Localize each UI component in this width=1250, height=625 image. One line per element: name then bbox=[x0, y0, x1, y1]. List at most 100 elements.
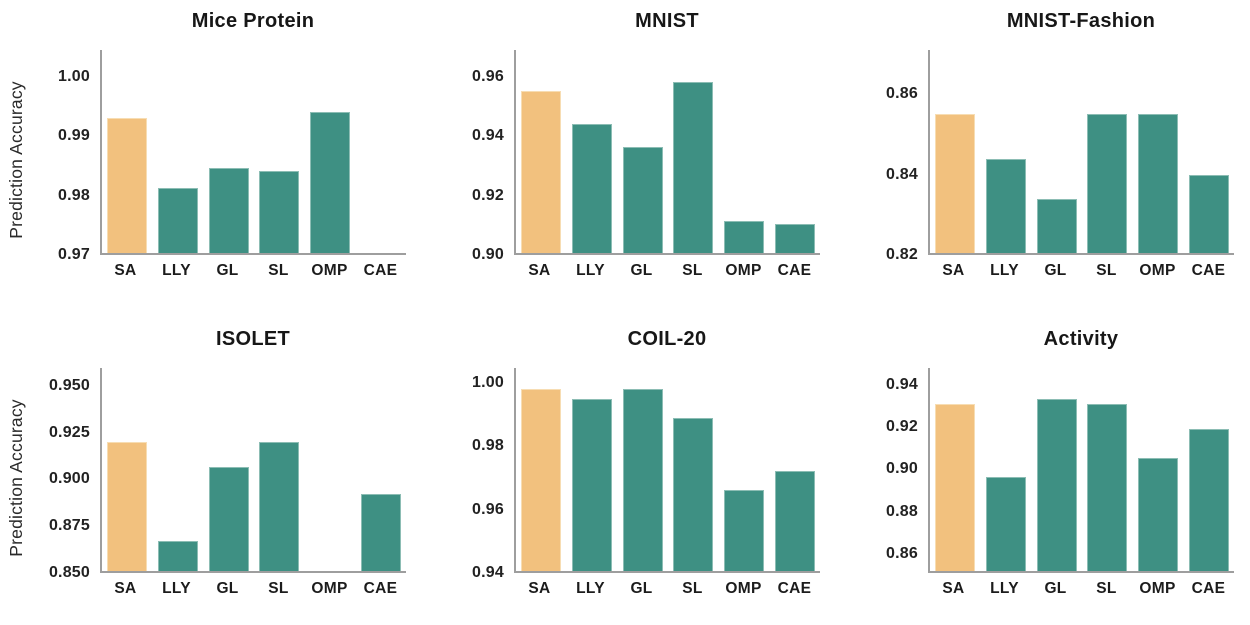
plot-row: 0.82 0.84 0.86 bbox=[864, 50, 1234, 263]
x-tick-label: SL bbox=[682, 262, 703, 279]
y-axis: 0.850 0.875 0.900 0.925 0.950 bbox=[36, 368, 100, 580]
y-tick-label: 0.92 bbox=[886, 418, 918, 436]
chart-title: MNIST-Fashion bbox=[1006, 10, 1156, 32]
x-tick-label: SA bbox=[114, 262, 137, 279]
y-axis: 0.97 0.98 0.99 1.00 bbox=[36, 50, 100, 262]
bar-slot bbox=[668, 368, 719, 571]
chart-title: ISOLET bbox=[215, 328, 291, 350]
bar-sl bbox=[673, 417, 714, 571]
bar-slot bbox=[617, 368, 668, 571]
x-tick-label: SA bbox=[528, 580, 551, 597]
x-tick-label: OMP bbox=[311, 262, 348, 279]
plot-area bbox=[928, 368, 1234, 573]
subplot-mnist-fashion: MNIST-Fashion 0.82 0.84 0.86 SA LLY GL SL OMP CAE bbox=[834, 10, 1234, 280]
subplot-isolet: Prediction Accuracy ISOLET 0.850 0.875 0.900… bbox=[6, 328, 406, 598]
bar-slot bbox=[102, 368, 153, 571]
bars bbox=[102, 368, 406, 571]
chart-area: ISOLET 0.850 0.875 0.900 0.925 0.950 SA LLY GL SL… bbox=[36, 328, 406, 598]
x-tick-label: SL bbox=[1096, 580, 1117, 597]
plot-area bbox=[100, 50, 406, 255]
x-tick-label: SA bbox=[942, 262, 965, 279]
chart-title: COIL-20 bbox=[627, 328, 707, 350]
bar-sa bbox=[521, 91, 562, 253]
x-tick-label: GL bbox=[1044, 580, 1067, 597]
bar-slot bbox=[981, 50, 1032, 253]
x-tick-label: SL bbox=[682, 580, 703, 597]
bar-slot bbox=[254, 50, 305, 253]
plot-area bbox=[928, 50, 1234, 255]
y-tick-label: 0.850 bbox=[48, 564, 90, 581]
chart-area: Activity 0.86 0.88 0.90 0.92 0.94 SA LLY GL SL OMP… bbox=[864, 328, 1234, 598]
plot-row: 0.90 0.92 0.94 0.96 bbox=[450, 50, 820, 263]
chart-grid: Prediction Accuracy Mice Protein 0.97 0.98 0… bbox=[6, 10, 1234, 598]
x-tick-label: CAE bbox=[1191, 580, 1226, 597]
bar-slot bbox=[1183, 368, 1234, 571]
bar-slot bbox=[719, 368, 770, 571]
bar-slot bbox=[102, 50, 153, 253]
bar-sl bbox=[673, 82, 714, 253]
y-tick-label: 0.90 bbox=[472, 246, 504, 263]
bar-lly bbox=[986, 476, 1027, 571]
y-tick-label: 1.00 bbox=[58, 67, 90, 85]
y-tick-label: 0.86 bbox=[886, 85, 918, 103]
x-tick-label: GL bbox=[216, 580, 239, 597]
subplot-coil-20: COIL-20 0.94 0.96 0.98 1.00 SA LLY GL SL OMP CAE bbox=[420, 328, 820, 598]
x-tick-label: SL bbox=[268, 580, 289, 597]
chart-area: Mice Protein 0.97 0.98 0.99 1.00 SA LLY GL SL OMP… bbox=[36, 10, 406, 280]
x-tick-label: SA bbox=[942, 580, 965, 597]
bar-slot bbox=[1133, 50, 1184, 253]
y-tick-label: 0.925 bbox=[48, 423, 90, 441]
y-axis-title-area: Prediction Accuracy bbox=[6, 328, 36, 598]
x-tick-label: LLY bbox=[162, 262, 191, 279]
bars bbox=[102, 50, 406, 253]
bar-slot bbox=[305, 368, 356, 571]
bar-cae bbox=[1188, 175, 1229, 253]
bar-lly bbox=[158, 188, 199, 253]
chart-title: MNIST bbox=[635, 10, 699, 32]
y-axis-title-area bbox=[834, 328, 864, 598]
y-tick-label: 0.94 bbox=[472, 564, 504, 581]
bar-omp bbox=[724, 220, 765, 253]
y-tick-label: 0.98 bbox=[472, 437, 504, 455]
bar-sa bbox=[935, 403, 976, 571]
bar-slot bbox=[355, 368, 406, 571]
y-tick-label: 0.94 bbox=[886, 375, 918, 393]
y-axis: 0.94 0.96 0.98 1.00 bbox=[450, 368, 514, 581]
plot-row: 0.850 0.875 0.900 0.925 0.950 bbox=[36, 368, 406, 581]
x-tick-label: CAE bbox=[777, 580, 812, 597]
bar-gl bbox=[208, 467, 249, 571]
y-axis: 0.90 0.92 0.94 0.96 bbox=[450, 50, 514, 262]
plot-area bbox=[514, 50, 820, 255]
bar-slot bbox=[1133, 368, 1184, 571]
bar-sa bbox=[107, 117, 148, 253]
bar-sa bbox=[521, 389, 562, 571]
y-axis-title-area bbox=[834, 10, 864, 280]
x-tick-label: CAE bbox=[363, 580, 398, 597]
x-tick-label: OMP bbox=[311, 580, 348, 597]
bar-slot bbox=[203, 50, 254, 253]
y-tick-label: 0.92 bbox=[472, 186, 504, 204]
y-tick-label: 0.94 bbox=[472, 127, 504, 145]
x-tick-label: LLY bbox=[990, 262, 1019, 279]
bar-sl bbox=[1087, 403, 1128, 571]
x-tick-label: GL bbox=[630, 262, 653, 279]
x-tick-label: SA bbox=[528, 262, 551, 279]
chart-title: Mice Protein bbox=[191, 10, 315, 32]
bar-sl bbox=[259, 442, 300, 571]
bars bbox=[516, 50, 820, 253]
bar-slot bbox=[1031, 50, 1082, 253]
x-tick-label: OMP bbox=[1139, 262, 1176, 279]
bar-slot bbox=[305, 50, 356, 253]
bar-slot bbox=[668, 50, 719, 253]
bar-gl bbox=[208, 167, 249, 253]
bar-slot bbox=[1082, 368, 1133, 571]
bar-slot bbox=[981, 368, 1032, 571]
bar-slot bbox=[719, 50, 770, 253]
x-tick-label: CAE bbox=[777, 262, 812, 279]
bars bbox=[516, 368, 820, 571]
x-tick-label: GL bbox=[216, 262, 239, 279]
y-tick-label: 0.96 bbox=[472, 500, 504, 518]
bars bbox=[930, 50, 1234, 253]
bar-slot bbox=[1082, 50, 1133, 253]
